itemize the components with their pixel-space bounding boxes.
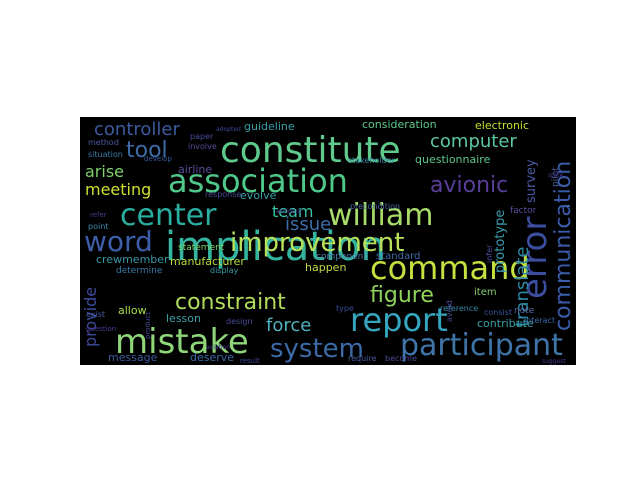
word-team: team [272,202,314,221]
word-word: word [84,225,153,258]
word-figure: figure [370,283,434,308]
word-display: display [210,266,239,275]
word-paper: paper [190,132,214,141]
word-provide: provide [81,287,100,347]
word-command: command [370,249,530,287]
word-design: design [226,317,253,326]
word-cloud-canvas: constitute association implication cente… [81,118,576,365]
word-interact: interact [524,316,555,325]
word-question: question [86,325,116,333]
word-component: component [316,252,367,262]
word-aviation: aviation [206,344,230,351]
word-precondition: precondition [350,202,400,211]
word-translate: translate [512,247,533,327]
word-stakeholder: stakeholder [348,156,396,165]
word-questionnaire: questionnaire [415,153,491,166]
word-force: force [266,315,311,336]
word-communication: communication [551,161,576,331]
word-exist: exist [86,310,105,319]
word-become: become [385,354,417,363]
word-tool: tool [126,138,168,163]
word-meeting: meeting [85,180,151,199]
word-electronic: electronic [475,119,529,132]
word-type: type [336,304,354,313]
word-method: method [88,138,119,147]
word-pilot: pilot [551,167,561,187]
word-prototype: prototype [493,210,508,273]
word-deserve: deserve [190,351,234,364]
word-point: point [88,222,108,231]
word-allow: allow [118,304,147,317]
word-determine: determine [116,266,163,276]
word-adopted: adopted [216,126,241,133]
word-mistake: mistake [115,322,249,362]
word-controller: controller [94,119,180,140]
word-situation: situation [88,150,123,159]
word-airline: airline [178,163,212,176]
word-contribute: contribute [477,317,534,330]
word-association: association [168,162,348,200]
word-item: item [474,287,497,298]
word-guideline: guideline [244,120,295,133]
word-infer: infer [485,244,494,263]
word-accident: accident [276,208,302,215]
word-improvement: improvement [230,228,404,258]
word-issue: issue [285,214,331,235]
word-factor: factor [510,206,537,216]
word-survey: survey [524,159,539,203]
word-constitute: constitute [220,130,401,171]
word-statement: statement [178,243,225,253]
word-error: error [515,217,555,299]
word-message: message [108,351,158,364]
word-note: note [514,306,535,316]
word-standard: standard [376,251,420,262]
word-require: require [348,354,377,363]
word-involve: involve [188,142,217,151]
word-response: response [205,190,241,199]
word-computer: computer [430,131,517,152]
word-lesson: lesson [166,312,201,325]
word-participant: participant [400,328,563,363]
word-evolve: evolve [240,189,277,202]
word-system: system [270,334,364,364]
word-manufacturer: manufacturer [170,255,245,268]
word-refer: refer [90,211,107,219]
word-happen: happen [305,261,346,274]
word-product: product [144,312,152,339]
word-reference: reference [440,304,478,313]
word-crewmember: crewmember [96,253,169,266]
word-consideration: consideration [362,118,437,131]
word-implication: implication [165,224,386,270]
word-state: state [548,172,564,179]
word-develop: develop [144,155,172,163]
word-constraint: constraint [175,290,286,315]
word-result: result [240,357,260,365]
word-suggest: suggest [542,358,566,365]
word-arise: arise [85,162,124,181]
word-consist: consist [484,308,512,317]
word-cloud: constitute association implication cente… [80,117,576,365]
word-center: center [120,198,217,233]
word-william: william [328,198,433,233]
word-avionic: avionic [430,173,508,198]
word-avoid: avoid [445,300,454,322]
word-report: report [350,301,448,339]
